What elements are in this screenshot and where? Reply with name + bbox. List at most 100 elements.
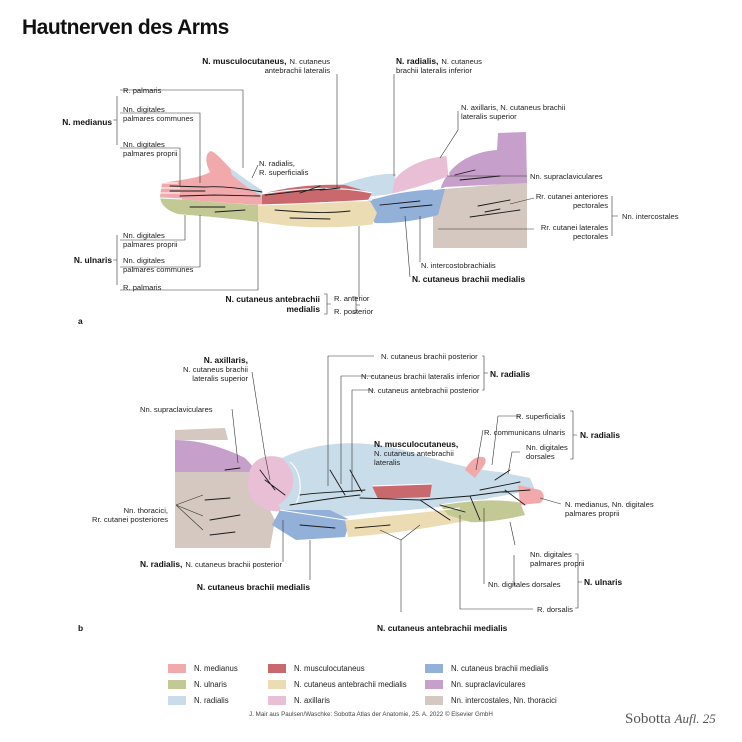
label-ulnar-group-a: N. ulnaris <box>74 255 113 265</box>
leaders-b <box>175 355 562 612</box>
nerve-branches-a <box>169 169 521 220</box>
legend-item-medianus: N. medianus <box>168 664 238 673</box>
label-ax-3-b: lateralis superior <box>192 374 248 383</box>
legend-item-ulnaris: N. ulnaris <box>168 680 227 689</box>
figure-b: N. axillaris, N. cutaneus brachii latera… <box>78 352 654 633</box>
brace-antebrachii-a <box>324 293 331 315</box>
legend-swatch <box>425 680 443 689</box>
legend-swatch <box>425 664 443 673</box>
nerve-branches-b <box>204 467 531 536</box>
label-r-anterior-a: R. anterior <box>334 294 370 303</box>
leaders-top-a <box>251 74 527 188</box>
label-lat-1-a: Rr. cutanei laterales <box>541 223 608 232</box>
label-musc-bold-b: N. musculocutaneus, <box>374 439 458 449</box>
credit-line: J. Mair aus Paulsen/Waschke: Sobotta Atl… <box>249 711 493 718</box>
label-ulnar-3-a: R. palmaris <box>123 283 162 292</box>
label-ulnaris-group-b: N. ulnaris <box>584 577 623 587</box>
label-ulnar-2a-a: Nn. digitales <box>123 256 165 265</box>
label-musc-line2-a: antebrachii lateralis <box>265 66 331 75</box>
label-musc-2-b: N. cutaneus antebrachii <box>374 449 454 458</box>
label-ax-1-a: N. axillaris, N. cutaneus brachii <box>461 103 566 112</box>
label-radialis-group-b: N. radialis <box>490 369 530 379</box>
seam-lines-b <box>279 461 521 521</box>
thumb-b <box>465 456 486 478</box>
label-uln-1b-b: palmares proprii <box>530 559 585 568</box>
label-musc-3-b: lateralis <box>374 458 400 467</box>
label-median-3b-a: palmares proprii <box>123 149 178 158</box>
label-antebrachii-2-a: medialis <box>286 304 320 314</box>
label-r-superficialis-b: R. superficialis <box>516 412 566 421</box>
label-uln-1a-b: Nn. digitales <box>530 550 572 559</box>
legend-item-brachii-medialis: N. cutaneus brachii medialis <box>425 664 549 673</box>
legend-swatch <box>168 680 186 689</box>
label-ax-2-a: lateralis superior <box>461 112 517 121</box>
legend-label: N. axillaris <box>294 696 330 705</box>
legend-label: N. cutaneus brachii medialis <box>451 664 549 673</box>
label-musc-a: N. musculocutaneus, N. cutaneus <box>202 56 330 66</box>
brace-ulnaris-b <box>575 553 582 609</box>
label-ax-2-b: N. cutaneus brachii <box>183 365 248 374</box>
leaders-right-a <box>352 196 618 314</box>
region-supraclavicular-b <box>175 440 258 472</box>
legend-label: Nn. intercostales, Nn. thoracici <box>451 696 557 705</box>
label-thor-2-b: Rr. cutanei posteriores <box>92 515 168 524</box>
legend-swatch <box>168 696 186 705</box>
legend-item-antebrachii-medialis: N. cutaneus antebrachii medialis <box>268 680 407 689</box>
figure-a: N. medianus R. palmaris Nn. digitales pa… <box>62 56 679 326</box>
brand-name: Sobotta <box>625 711 671 727</box>
region-radialis-hand-a <box>230 168 262 196</box>
legend-label: N. musculocutaneus <box>294 664 365 673</box>
legend-label: Nn. supraclaviculares <box>451 680 526 689</box>
region-ulnaris-a <box>160 196 258 222</box>
region-intercostales-a <box>433 182 527 248</box>
label-ax-bold-b: N. axillaris, <box>204 355 248 365</box>
label-median-1-a: R. palmaris <box>123 86 162 95</box>
brace-radialis-b <box>570 410 577 460</box>
seam-lines-a <box>257 155 450 229</box>
legend-swatch <box>425 696 443 705</box>
label-ulnar-1b-a: palmares proprii <box>123 240 178 249</box>
label-radsup-1-a: N. radialis, <box>259 159 295 168</box>
label-dig-dors-2-b: dorsales <box>526 452 555 461</box>
label-ulnar-2b-a: palmares communes <box>123 265 194 274</box>
label-ant-1-a: Rr. cutanei anteriores <box>536 192 608 201</box>
label-r-posterior-a: R. posterior <box>334 307 374 316</box>
label-median-2a-a: Nn. digitales <box>123 105 165 114</box>
legend-swatch <box>268 664 286 673</box>
label-supra-a: Nn. supraclaviculares <box>530 172 603 181</box>
label-uln-3-b: R. dorsalis <box>537 605 573 614</box>
brand-logo: Sobotta Aufl. 25 <box>625 711 716 728</box>
legend-item-intercostales: Nn. intercostales, Nn. thoracici <box>425 696 557 705</box>
label-intercostales-a: Nn. intercostales <box>622 212 679 221</box>
region-musculocutaneus-b <box>372 484 432 499</box>
label-lat-2-a: pectorales <box>573 232 608 241</box>
finger-lines-a <box>159 182 183 200</box>
legend-item-supraclaviculares: Nn. supraclaviculares <box>425 680 526 689</box>
label-brachii-medialis-b: N. cutaneus brachii medialis <box>197 582 310 592</box>
label-ant-2-a: pectorales <box>573 201 608 210</box>
edition-label: Aufl. 25 <box>674 711 716 726</box>
legend-label: N. cutaneus antebrachii medialis <box>294 680 407 689</box>
label-median-group-a: N. medianus <box>62 117 112 127</box>
page-title: Hautnerven des Arms <box>22 16 229 39</box>
legend-item-radialis: N. radialis <box>168 696 229 705</box>
label-brachii-medialis-a: N. cutaneus brachii medialis <box>412 274 525 284</box>
label-uln-2-b: Nn. digitales dorsales <box>488 580 561 589</box>
region-medianus-b <box>518 485 544 505</box>
legend-item-musculocutaneus: N. musculocutaneus <box>268 664 365 673</box>
label-supra-b: Nn. supraclaviculares <box>140 405 213 414</box>
legend-label: N. ulnaris <box>194 680 227 689</box>
label-top-1-b: N. cutaneus brachii posterior <box>381 352 478 361</box>
label-intercostobrachialis-a: N. intercostobrachialis <box>421 261 496 270</box>
label-ulnar-1a-a: Nn. digitales <box>123 231 165 240</box>
label-rad-line2-a: brachii lateralis inferior <box>396 66 472 75</box>
legend-item-axillaris: N. axillaris <box>268 696 330 705</box>
legend-label: N. radialis <box>194 696 229 705</box>
legend-swatch <box>168 664 186 673</box>
label-top-3-b: N. cutaneus antebrachii posterior <box>368 386 480 395</box>
label-median-2b-a: palmares communes <box>123 114 194 123</box>
label-median-2-b: palmares proprii <box>565 509 620 518</box>
label-top-2-b: N. cutaneus brachii lateralis inferior <box>361 372 480 381</box>
